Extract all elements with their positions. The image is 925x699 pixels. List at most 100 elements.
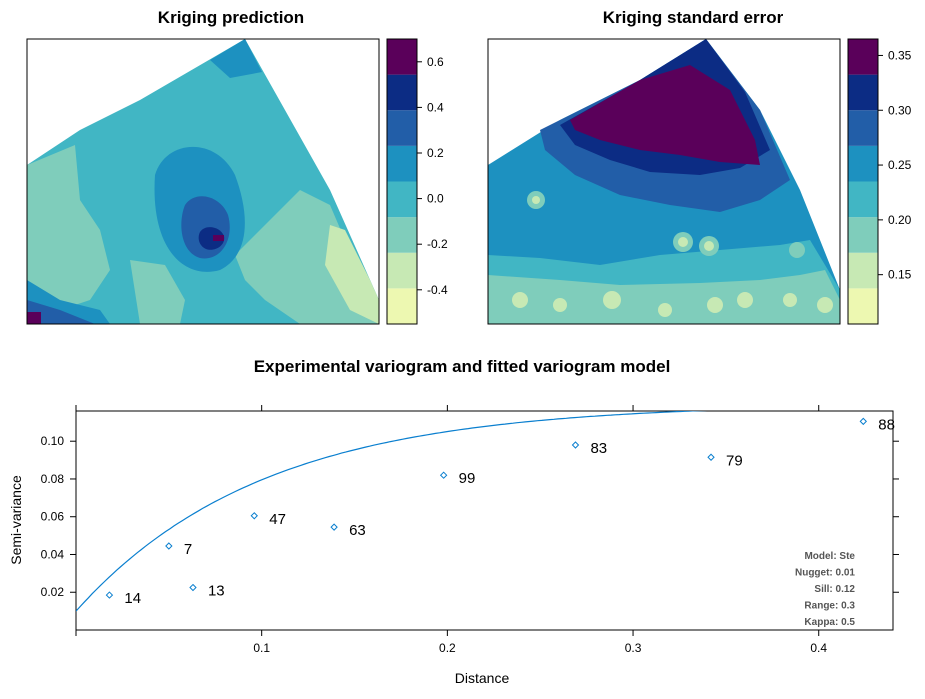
colorbar-swatch (387, 145, 417, 182)
variogram-title: Experimental variogram and fitted variog… (254, 357, 671, 376)
prediction-map (27, 39, 379, 324)
variogram-point-label: 47 (269, 511, 286, 528)
prediction-zone-lowest-right (325, 225, 379, 324)
colorbar-swatch (387, 74, 417, 111)
variogram-model-annotation: Model: Ste Nugget: 0.01 Sill: 0.12 Range: 0… (795, 551, 855, 628)
variogram-model-curve-group (76, 411, 708, 612)
y-tick-label: 0.08 (41, 472, 65, 486)
x-tick-label: 0.1 (253, 641, 270, 655)
model-parameter-label: Range: 0.3 (804, 601, 855, 612)
stderror-zone-spot (658, 303, 672, 317)
variogram-point-label: 83 (590, 440, 607, 457)
variogram-point (859, 417, 867, 426)
variogram-point (330, 523, 338, 531)
prediction-zone-low-left (27, 145, 110, 310)
colorbar-swatch (387, 217, 417, 253)
stderror-map (488, 39, 840, 324)
variogram-point (571, 441, 580, 449)
variogram-y-axis-label: Semi-variance (8, 475, 24, 565)
colorbar-swatch (387, 39, 417, 75)
colorbar-swatch (848, 181, 878, 218)
stderror-zone-spot (512, 292, 528, 308)
colorbar-tick-label: 0.35 (888, 48, 912, 62)
model-parameter-label: Kappa: 0.5 (804, 617, 855, 628)
stderror-zone-spot (789, 242, 805, 258)
model-parameter-label: Model: Ste (804, 551, 855, 562)
stderror-title: Kriging standard error (603, 8, 784, 27)
colorbar-swatch (848, 288, 878, 324)
stderror-zone-spot (532, 196, 540, 204)
colorbar-swatch (387, 110, 417, 146)
variogram-point (250, 512, 258, 520)
y-tick-label: 0.10 (41, 434, 65, 448)
prediction-zone-top-patch (210, 39, 262, 78)
colorbar-swatch (387, 181, 417, 218)
x-tick-label: 0.2 (439, 641, 456, 655)
prediction-colorbar (386, 38, 418, 325)
y-tick-label: 0.04 (41, 547, 65, 561)
colorbar-tick-label: 0.25 (888, 158, 912, 172)
prediction-zone-corner-deep (27, 300, 95, 324)
colorbar-swatch (848, 110, 878, 146)
stderror-zone-spot (603, 291, 621, 309)
stderror-colorbar-ticks: 0.35 0.30 0.25 0.20 0.15 (878, 48, 912, 282)
stderror-zone-highest (570, 65, 760, 165)
variogram-plot-frame (75, 410, 894, 631)
prediction-zone-higher (198, 227, 225, 250)
variogram-point-label: 13 (208, 583, 225, 600)
colorbar-swatch (848, 252, 878, 289)
colorbar-frame (847, 38, 879, 325)
x-tick-label: 0.4 (810, 641, 827, 655)
colorbar-swatch (387, 288, 417, 324)
stderror-colorbar (847, 38, 879, 325)
variogram-point-label: 79 (726, 452, 743, 469)
stderror-zone-spot (707, 297, 723, 313)
colorbar-tick-label: -0.2 (427, 237, 448, 251)
colorbar-tick-label: 0.20 (888, 213, 912, 227)
stderror-zone-spot (737, 292, 753, 308)
variogram-model-curve (76, 411, 708, 612)
colorbar-swatch (848, 217, 878, 253)
variogram-point-label: 99 (459, 470, 476, 487)
colorbar-frame (386, 38, 418, 325)
variogram-point (189, 583, 197, 592)
stderror-zone-spot (704, 241, 714, 251)
variogram-x-axis-label: Distance (455, 670, 510, 686)
stderror-zone-spot (553, 298, 567, 312)
variogram-point (707, 453, 715, 461)
prediction-zone-peak (213, 235, 224, 241)
variogram-point-label: 14 (124, 590, 141, 607)
y-tick-label: 0.06 (41, 510, 65, 524)
colorbar-swatch (848, 145, 878, 182)
variogram-axes: 0.1 0.2 0.3 0.4 0.02 0.04 0.06 0.08 0.10 (41, 405, 899, 655)
prediction-plot-frame (26, 38, 380, 325)
model-parameter-label: Sill: 0.12 (814, 584, 855, 595)
stderror-zone-spot (678, 237, 688, 247)
prediction-title: Kriging prediction (158, 8, 304, 27)
prediction-colorbar-ticks: 0.6 0.4 0.2 0.0 -0.2 -0.4 (417, 55, 448, 297)
stderror-plot-frame (487, 38, 841, 325)
colorbar-tick-label: 0.15 (888, 268, 912, 282)
variogram-point (105, 591, 114, 599)
variogram-point-label: 7 (184, 541, 192, 558)
x-tick-label: 0.3 (625, 641, 642, 655)
colorbar-tick-label: 0.2 (427, 146, 444, 160)
variogram-point (165, 542, 173, 550)
prediction-zone-low-bottom (130, 260, 185, 324)
colorbar-tick-label: 0.6 (427, 55, 444, 69)
colorbar-swatch (848, 74, 878, 111)
colorbar-tick-label: -0.4 (427, 283, 448, 297)
variogram-points: 14 7 13 47 63 99 83 79 88 (105, 416, 895, 607)
variogram-point-label: 63 (349, 522, 366, 539)
stderror-zone-spot (783, 293, 797, 307)
colorbar-tick-label: 0.30 (888, 103, 912, 117)
variogram-point-label: 88 (878, 416, 895, 433)
stderror-zone-spot (817, 297, 833, 313)
model-parameter-label: Nugget: 0.01 (795, 568, 855, 579)
colorbar-swatch (387, 252, 417, 289)
colorbar-tick-label: 0.0 (427, 192, 444, 206)
y-tick-label: 0.02 (41, 585, 65, 599)
colorbar-swatch (848, 39, 878, 75)
variogram-point (439, 471, 448, 479)
